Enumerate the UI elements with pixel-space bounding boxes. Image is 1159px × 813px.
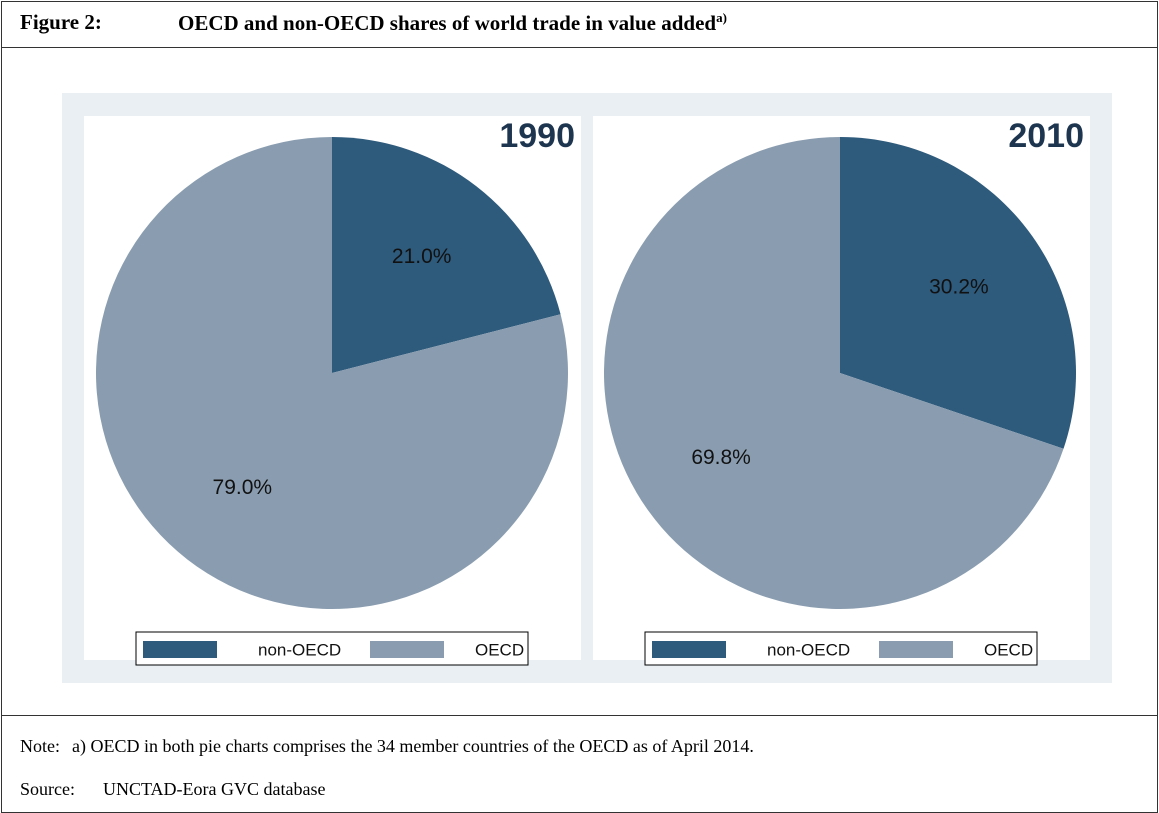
- pie-slice: [604, 137, 1064, 610]
- slice-label: 69.8%: [691, 446, 751, 469]
- source-label: Source:: [20, 779, 75, 799]
- note-label: Note:: [20, 736, 60, 756]
- pie-title: 1990: [499, 117, 575, 155]
- figure-label: Figure 2:: [20, 10, 102, 34]
- legend-label: non-OECD: [258, 640, 341, 659]
- slice-label: 30.2%: [929, 275, 989, 298]
- divider: [1, 715, 1158, 716]
- pie-slice: [96, 137, 568, 609]
- legend-box: [135, 631, 529, 666]
- source-text: UNCTAD-Eora GVC database: [103, 779, 326, 799]
- legend-label: OECD: [475, 640, 524, 659]
- legend-swatch: [879, 641, 953, 658]
- legend-swatch: [652, 641, 726, 658]
- legend-swatch: [370, 641, 444, 658]
- chart: 1990 21.0% 79.0% non-OECD OECD 2010 30.2% 69.8%…: [62, 93, 1112, 683]
- legend-swatch: [143, 641, 217, 658]
- title-text: OECD and non-OECD shares of world trade …: [178, 11, 717, 35]
- pie-title: 2010: [1008, 117, 1084, 155]
- figure-title: OECD and non-OECD shares of world trade …: [178, 10, 727, 36]
- title-superscript: a): [716, 10, 727, 25]
- legend-label: non-OECD: [767, 640, 850, 659]
- note-text: a) OECD in both pie charts comprises the…: [72, 736, 754, 756]
- slice-label: 79.0%: [213, 476, 273, 499]
- legend-label: OECD: [984, 640, 1033, 659]
- divider: [1, 47, 1158, 48]
- slice-label: 21.0%: [392, 245, 452, 268]
- pie-slice: [840, 137, 1077, 449]
- pie-slice: [332, 137, 561, 373]
